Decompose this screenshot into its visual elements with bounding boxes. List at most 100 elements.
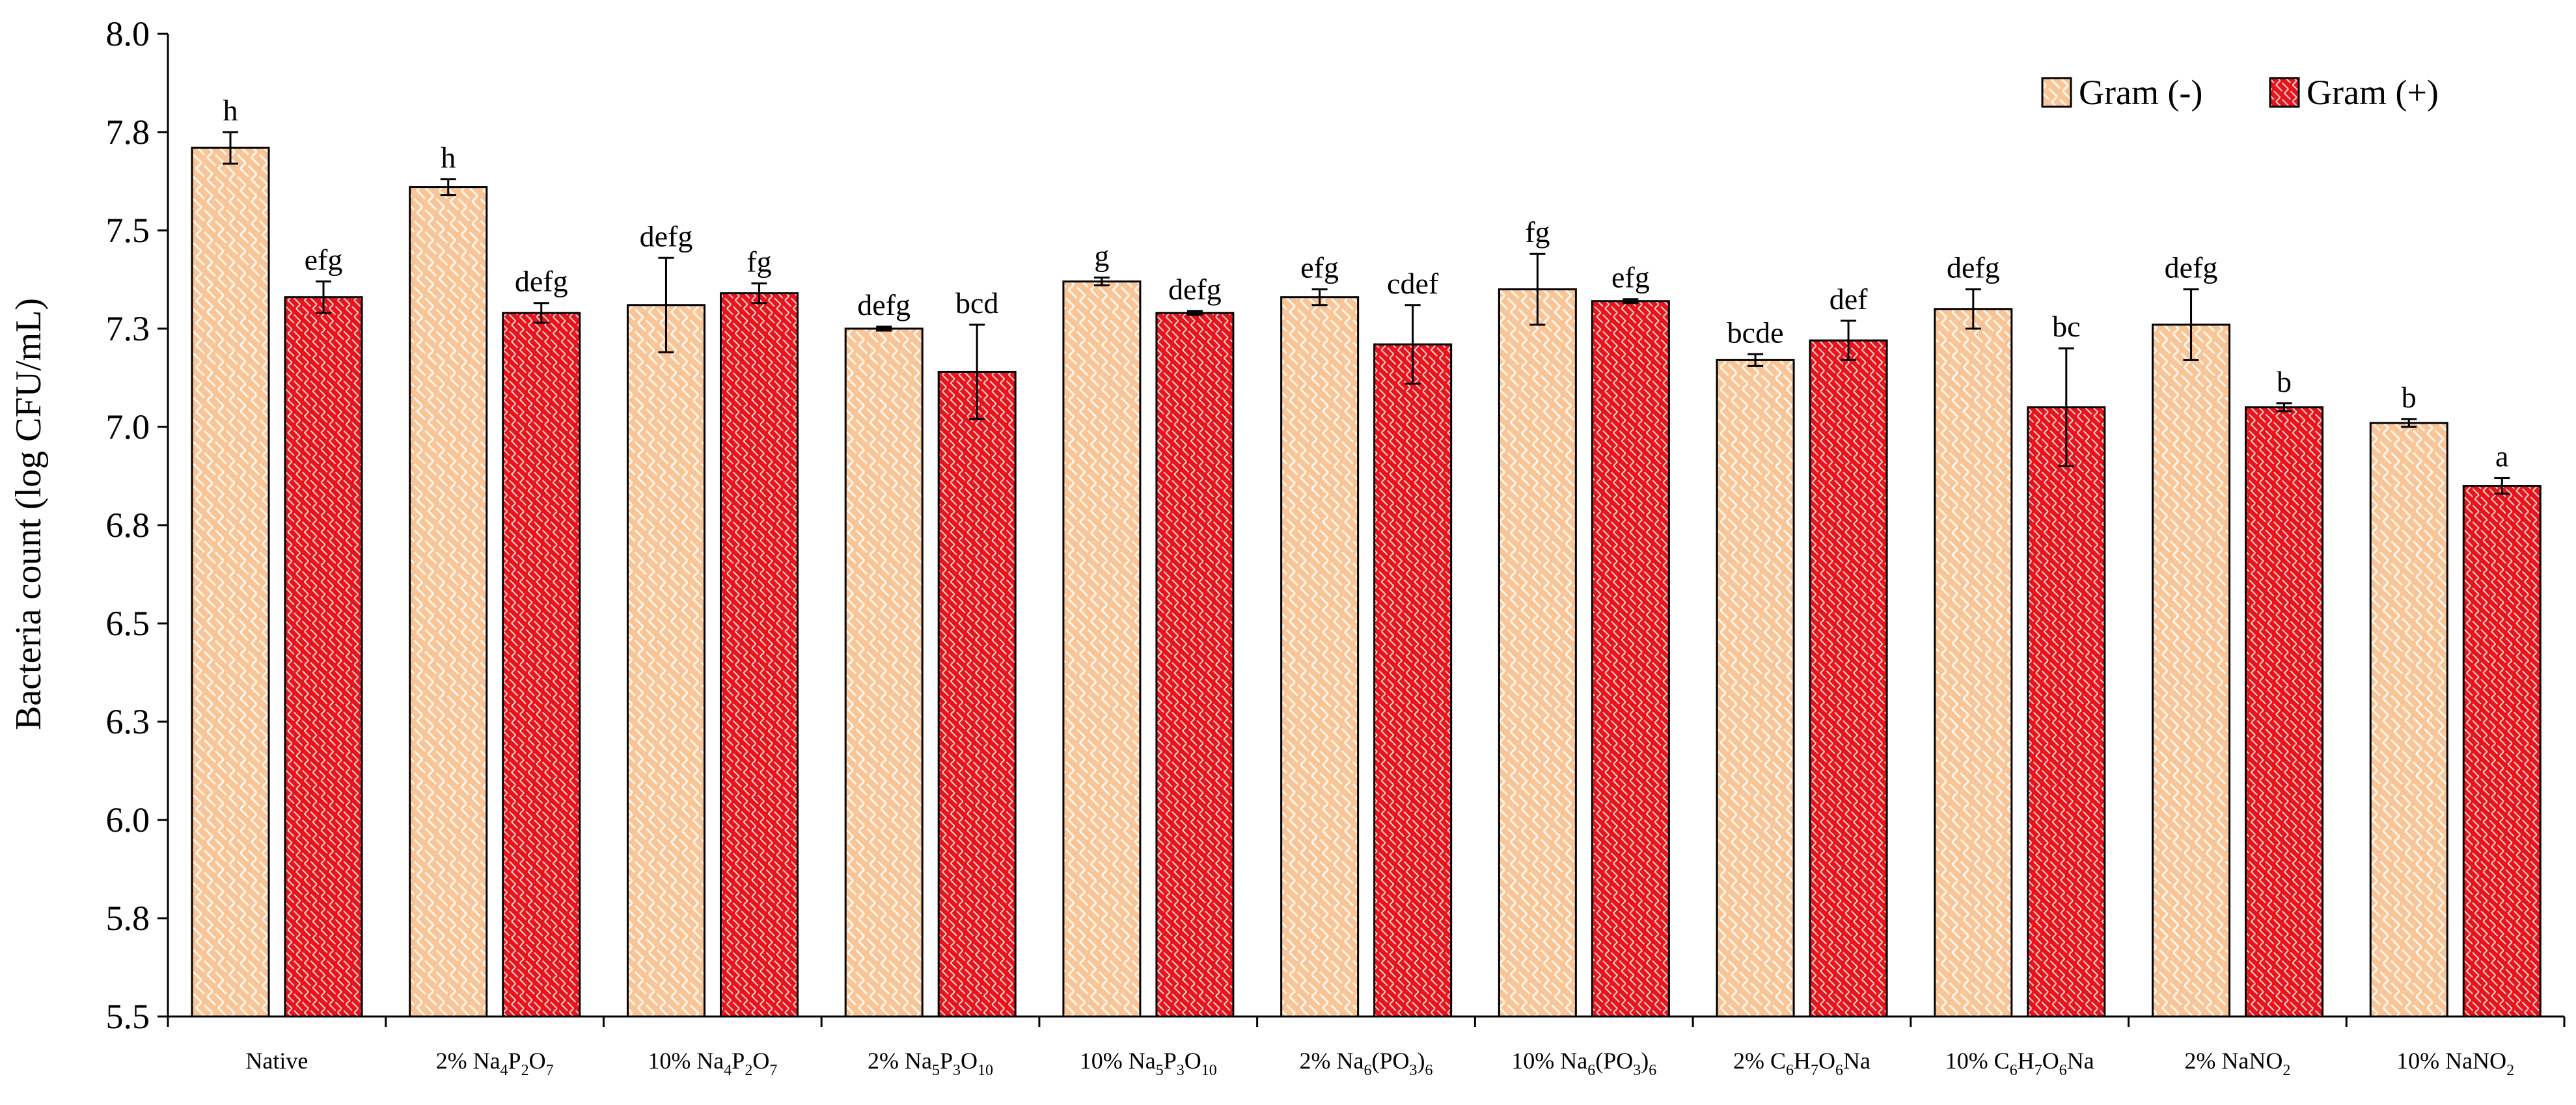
bar-gram-pos [719, 292, 799, 1018]
error-bar [1965, 288, 1981, 330]
significance-letter: defg [515, 265, 568, 298]
significance-letter: b [2277, 365, 2292, 398]
significance-letter: g [1094, 239, 1109, 272]
significance-letter: defg [1947, 251, 2000, 284]
significance-letter: defg [2165, 251, 2218, 284]
significance-letter: cdef [1387, 267, 1439, 300]
y-axis-title: Bacteria count (log CFU/mL) [8, 298, 49, 730]
error-bar [533, 302, 549, 324]
bar-gram-pos [937, 370, 1017, 1018]
x-category-label: 10% C6H7O6Na [1945, 1048, 2094, 1079]
y-tick-label: 7.3 [106, 309, 150, 348]
significance-letter: defg [640, 219, 693, 252]
significance-letter: efg [305, 243, 343, 277]
significance-letter: bcde [1727, 316, 1784, 349]
y-tick-label: 6.3 [106, 702, 150, 741]
error-bar [2058, 347, 2074, 467]
bar-gram-pos [1591, 300, 1670, 1018]
bar-gram-pos [2462, 485, 2542, 1018]
significance-letter: b [2402, 381, 2417, 414]
y-tick-label: 6.0 [106, 800, 150, 839]
x-category-label: 2% C6H7O6Na [1733, 1048, 1870, 1079]
legend-item-gram-neg: Gram (-) [2041, 73, 2202, 112]
x-category-label: Native [245, 1048, 308, 1074]
legend-item-gram-pos: Gram (+) [2269, 73, 2439, 112]
legend-label: Gram (-) [2079, 73, 2202, 112]
significance-letter: efg [1611, 261, 1650, 294]
error-bar [1311, 288, 1328, 307]
legend-label: Gram (+) [2307, 73, 2439, 112]
significance-letter: h [223, 94, 238, 127]
error-bar [440, 178, 456, 197]
bar-gram-neg [844, 327, 924, 1018]
significance-letter: fg [1525, 215, 1550, 249]
error-bar [751, 282, 767, 305]
x-category-label: 10% Na5P3O10 [1080, 1048, 1217, 1079]
error-bar [223, 131, 238, 165]
y-tick-label: 7.5 [106, 211, 150, 250]
error-bar [1093, 276, 1110, 287]
error-bar [1186, 310, 1203, 316]
legend: Gram (-) Gram (+) [2041, 73, 2439, 112]
y-tick-label: 5.8 [106, 899, 150, 938]
error-bar [2183, 288, 2199, 361]
significance-letter: h [441, 141, 456, 174]
error-bar [316, 280, 331, 314]
significance-letter: efg [1300, 251, 1339, 284]
significance-letter: a [2495, 440, 2508, 473]
x-category-label: 2% Na4P2O7 [436, 1048, 554, 1079]
significance-letter: fg [747, 245, 771, 279]
x-axis: Native 2% Na4P2O7 10% Na4P2O7 2% Na5P3O10 10… [167, 1015, 2566, 1079]
y-tick-label: 6.8 [106, 506, 150, 545]
bar-gram-neg [1062, 280, 1142, 1018]
y-tick-label: 6.5 [106, 604, 150, 643]
error-bar [1747, 353, 1764, 367]
error-bar [969, 323, 985, 420]
y-tick-label: 7.8 [106, 113, 150, 152]
bar-gram-neg [1934, 308, 2013, 1018]
bar-gram-neg [1498, 288, 1577, 1018]
error-bar [2401, 418, 2417, 428]
significance-letter: defg [1168, 273, 1222, 306]
y-axis: 5.5 5.8 6.0 6.3 6.5 6.8 7.0 7.3 7.5 7.8 8.0 [106, 14, 169, 1036]
y-tick-label: 7.0 [106, 407, 150, 446]
bar-gram-pos [2245, 406, 2324, 1018]
bar-gram-pos [284, 296, 363, 1018]
legend-swatch [2269, 77, 2300, 108]
bar-gram-pos [1155, 312, 1235, 1018]
x-category-label: 10% Na4P2O7 [648, 1048, 777, 1079]
x-category-label: 2% NaNO2 [2184, 1048, 2290, 1079]
bar-gram-pos [1809, 339, 1888, 1018]
error-bar [658, 256, 674, 353]
significance-letter: bc [2052, 310, 2080, 343]
legend-swatch [2041, 77, 2072, 108]
bar-gram-neg [1280, 296, 1360, 1018]
error-bar [1841, 320, 1857, 361]
y-tick-label: 8.0 [106, 14, 150, 53]
x-category-label: 10% Na6(PO3)6 [1511, 1048, 1656, 1079]
bar-gram-pos [2027, 406, 2106, 1018]
error-bar [2494, 477, 2510, 495]
bar-gram-neg [2369, 422, 2448, 1018]
y-tick-label: 5.5 [106, 997, 150, 1036]
error-bar [1404, 304, 1421, 385]
significance-letter: defg [857, 288, 911, 321]
bar-gram-neg [191, 146, 270, 1018]
error-bar [1529, 252, 1546, 326]
significance-letter: bcd [955, 286, 998, 320]
bar-gram-neg [626, 304, 706, 1018]
bar-gram-pos [502, 312, 581, 1018]
x-category-label: 2% Na6(PO3)6 [1300, 1048, 1433, 1079]
bar-gram-pos [1373, 343, 1453, 1018]
error-bar [876, 325, 892, 332]
error-bar [1623, 298, 1639, 305]
bar-gram-neg [409, 186, 488, 1018]
x-category-label: 2% Na5P3O10 [868, 1048, 993, 1079]
significance-letter: def [1829, 282, 1868, 316]
bar-gram-neg [2152, 323, 2231, 1018]
error-bar [2276, 402, 2292, 413]
x-category-label: 10% NaNO2 [2396, 1048, 2514, 1079]
